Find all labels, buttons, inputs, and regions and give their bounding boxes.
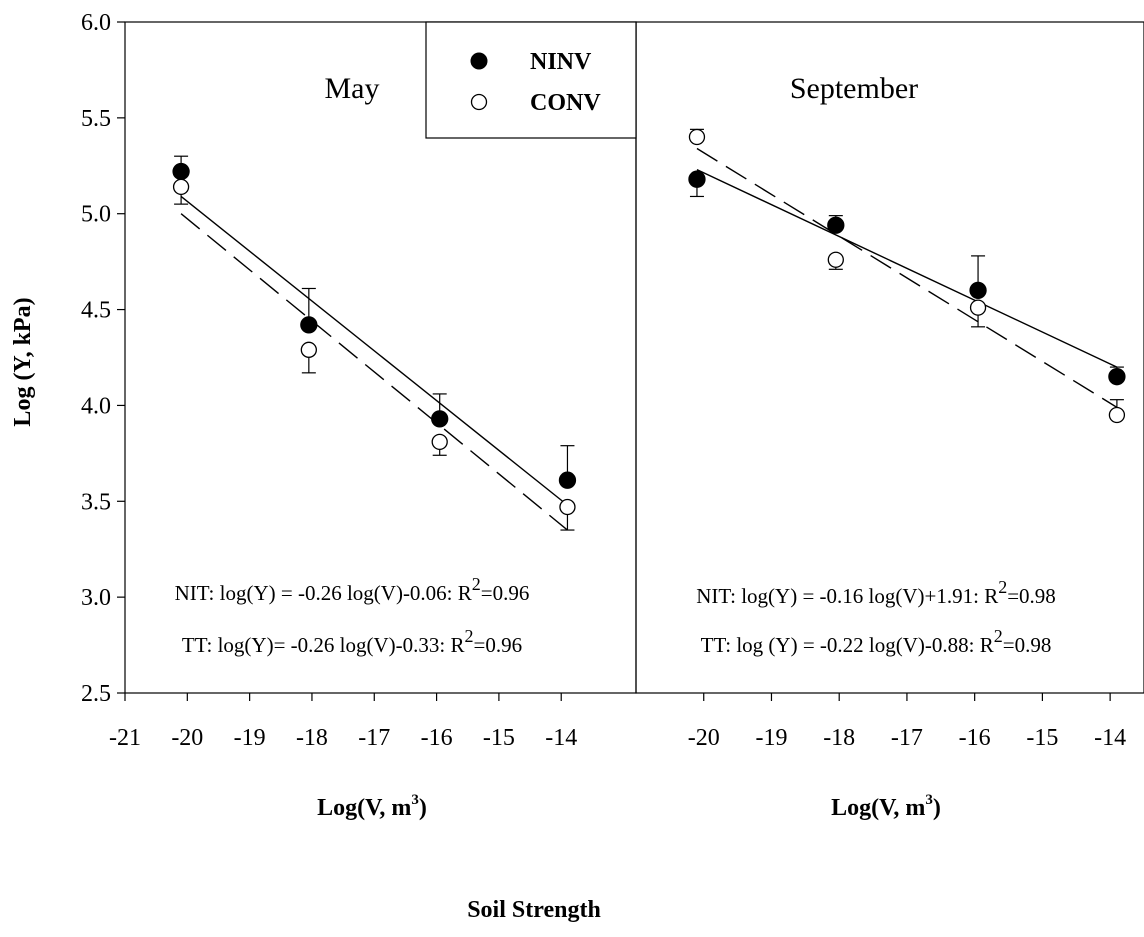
september-point-ninv xyxy=(688,170,706,188)
legend-marker-conv xyxy=(470,93,488,111)
may-y-tick-label: 3.0 xyxy=(81,585,111,611)
september-fit-line-conv xyxy=(696,147,1118,408)
may-x-tick-label: -15 xyxy=(483,725,515,751)
september-plot-frame xyxy=(635,21,1144,694)
may-y-tick-label: 6.0 xyxy=(81,10,111,36)
may-point-ninv xyxy=(300,316,318,334)
may-point-ninv xyxy=(431,410,449,428)
september-point-conv xyxy=(969,299,987,316)
legend-label-conv: CONV xyxy=(530,90,601,116)
may-point-conv xyxy=(559,498,576,516)
legend-label-ninv: NINV xyxy=(530,49,592,75)
september-point-ninv xyxy=(969,281,987,300)
september-x-tick-label: -14 xyxy=(1094,725,1126,751)
legend: NINV CONV xyxy=(425,21,637,139)
september-fit-line-ninv xyxy=(696,168,1118,368)
september-point-conv xyxy=(827,251,844,268)
may-y-tick-label: 4.0 xyxy=(81,393,111,419)
september-equation-nit: NIT: log(Y) = -0.16 log(V)+1.91: R2=0.98 xyxy=(696,577,1056,608)
may-y-tick-label: 3.5 xyxy=(81,489,111,515)
figure-title: Soil Strength xyxy=(467,897,601,923)
legend-box xyxy=(425,21,637,139)
legend-marker-ninv xyxy=(470,52,488,70)
may-x-tick-label: -20 xyxy=(171,725,203,751)
september-point-conv xyxy=(1108,406,1126,424)
plot-layer: -21 -20 -19 -18 -17 -16 -15 -14 2.5 3.0 3.5 4.0 4.5 5… xyxy=(81,10,1144,751)
may-x-tick-label: -17 xyxy=(358,725,390,751)
may-x-tick-label: -14 xyxy=(545,725,577,751)
september-point-ninv xyxy=(1108,368,1126,386)
september-x-tick-label: -17 xyxy=(891,725,923,751)
september-panel-title: September xyxy=(790,72,918,105)
september-x-tick-label: -20 xyxy=(688,725,720,751)
september-x-tick-label: -19 xyxy=(755,725,787,751)
may-fit-line-conv xyxy=(180,213,568,531)
x-axis-label-september: Log(V, m3) xyxy=(831,792,941,821)
may-y-tick-label: 2.5 xyxy=(81,681,111,707)
september-equation-tt: TT: log (Y) = -0.22 log(V)-0.88: R2=0.98 xyxy=(701,626,1052,657)
may-x-tick-label: -21 xyxy=(109,725,141,751)
may-equation-nit: NIT: log(Y) = -0.26 log(V)-0.06: R2=0.96 xyxy=(175,574,530,605)
september-x-tick-label: -18 xyxy=(823,725,855,751)
may-point-conv xyxy=(431,433,448,451)
may-equation-tt: TT: log(Y)= -0.26 log(V)-0.33: R2=0.96 xyxy=(182,626,522,657)
may-y-tick-label: 4.5 xyxy=(81,298,111,324)
may-x-tick-label: -16 xyxy=(421,725,453,751)
may-fit-line-ninv xyxy=(180,195,568,506)
september-point-conv xyxy=(688,128,706,146)
september-x-tick-label: -15 xyxy=(1026,725,1058,751)
may-panel-title: May xyxy=(325,72,380,105)
may-y-tick-label: 5.0 xyxy=(81,202,111,228)
september-point-ninv xyxy=(827,216,845,234)
may-point-ninv xyxy=(558,471,577,489)
may-point-conv xyxy=(300,341,317,358)
may-point-conv xyxy=(172,178,190,196)
may-y-tick-label: 5.5 xyxy=(81,106,111,132)
may-point-ninv xyxy=(172,162,190,181)
september-x-tick-label: -16 xyxy=(959,725,991,751)
y-axis-label: Log (Y, kPa) xyxy=(10,297,36,426)
may-x-tick-label: -19 xyxy=(234,725,266,751)
may-x-tick-label: -18 xyxy=(296,725,328,751)
x-axis-label-may: Log(V, m3) xyxy=(317,792,427,821)
